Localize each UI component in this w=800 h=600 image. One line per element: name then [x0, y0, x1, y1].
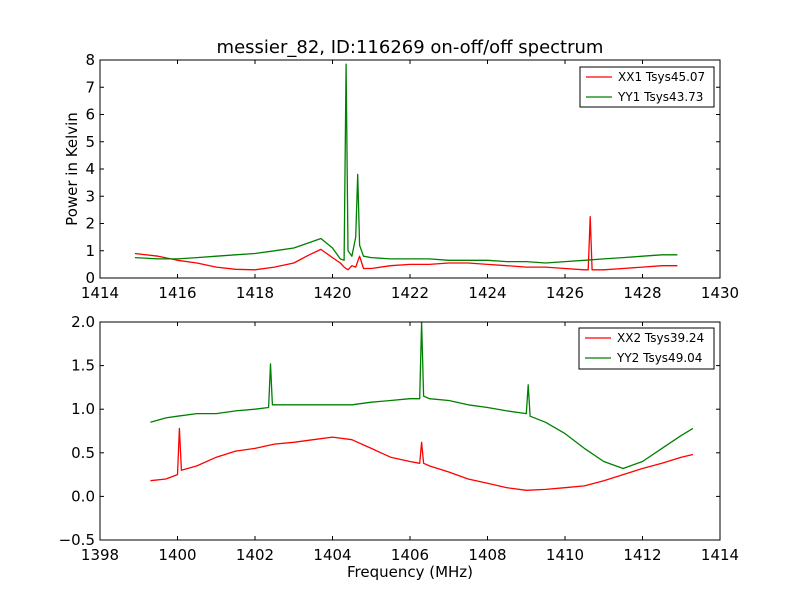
y-tick-label: 6 — [85, 106, 95, 124]
y-tick-label: 1 — [85, 242, 95, 260]
x-tick-label: 1400 — [158, 546, 196, 564]
y-tick-label: 1.0 — [71, 400, 95, 418]
legend-box — [579, 66, 715, 108]
y-tick-label: 5 — [85, 133, 95, 151]
panels: 1414 1416 1418 1420 1422 1424 1426 1428 1430 0 1 2 3… — [59, 37, 740, 581]
legend: XX1 Tsys45.07 YY1 Tsys43.73 — [579, 66, 715, 108]
x-tick-label: 1416 — [158, 284, 196, 302]
x-tick-label: 1420 — [313, 284, 351, 302]
legend-label: YY2 Tsys49.04 — [616, 351, 702, 365]
y-tick-label: 4 — [85, 160, 95, 178]
x-tick-label: 1398 — [81, 546, 119, 564]
series-line-xx1 — [134, 216, 678, 271]
series-line-yy2 — [150, 322, 694, 470]
chart-panel-2: 1398 1400 1402 1404 1406 1408 1410 1412 1414 −0.5… — [59, 313, 740, 581]
x-tick-label: 1418 — [236, 284, 274, 302]
chart-title: messier_82, ID:116269 on-off/off spectru… — [217, 37, 604, 58]
x-tick-label: 1408 — [468, 546, 506, 564]
y-tick-label: 0.5 — [71, 444, 95, 462]
legend-box — [578, 327, 715, 370]
series-line-yy1 — [134, 63, 678, 264]
x-tick-label: 1406 — [391, 546, 429, 564]
x-axis-label: Frequency (MHz) — [347, 563, 473, 581]
x-tick-label: 1402 — [236, 546, 274, 564]
x-tick-label: 1404 — [313, 546, 351, 564]
legend: XX2 Tsys39.24 YY2 Tsys49.04 — [578, 327, 715, 370]
x-tick-label: 1424 — [468, 284, 506, 302]
y-tick-label: 2 — [85, 215, 95, 233]
x-tick-label: 1414 — [701, 546, 739, 564]
legend-label: XX1 Tsys45.07 — [618, 70, 705, 84]
y-tick-label: 3 — [85, 187, 95, 205]
x-tick-label: 1422 — [391, 284, 429, 302]
x-tick-label: 1426 — [546, 284, 584, 302]
y-axis-label: Power in Kelvin — [63, 112, 81, 226]
chart-panel-1: 1414 1416 1418 1420 1422 1424 1426 1428 1430 0 1 2 3… — [63, 37, 739, 302]
y-tick-label: 2.0 — [71, 313, 95, 331]
x-tick-label: 1412 — [623, 546, 661, 564]
legend-label: YY1 Tsys43.73 — [617, 90, 703, 104]
x-tick-label: 1428 — [623, 284, 661, 302]
legend-label: XX2 Tsys39.24 — [617, 331, 704, 345]
series-line-xx2 — [150, 427, 694, 491]
x-tick-label: 1414 — [81, 284, 119, 302]
y-tick-label: 1.5 — [71, 357, 95, 375]
y-tick-label: 0 — [85, 269, 95, 287]
y-tick-label: −0.5 — [59, 531, 95, 549]
y-tick-label: 7 — [85, 78, 95, 96]
x-tick-label: 1430 — [701, 284, 739, 302]
y-tick-label: 8 — [85, 51, 95, 69]
y-tick-label: 0.0 — [71, 487, 95, 505]
x-tick-label: 1410 — [546, 546, 584, 564]
